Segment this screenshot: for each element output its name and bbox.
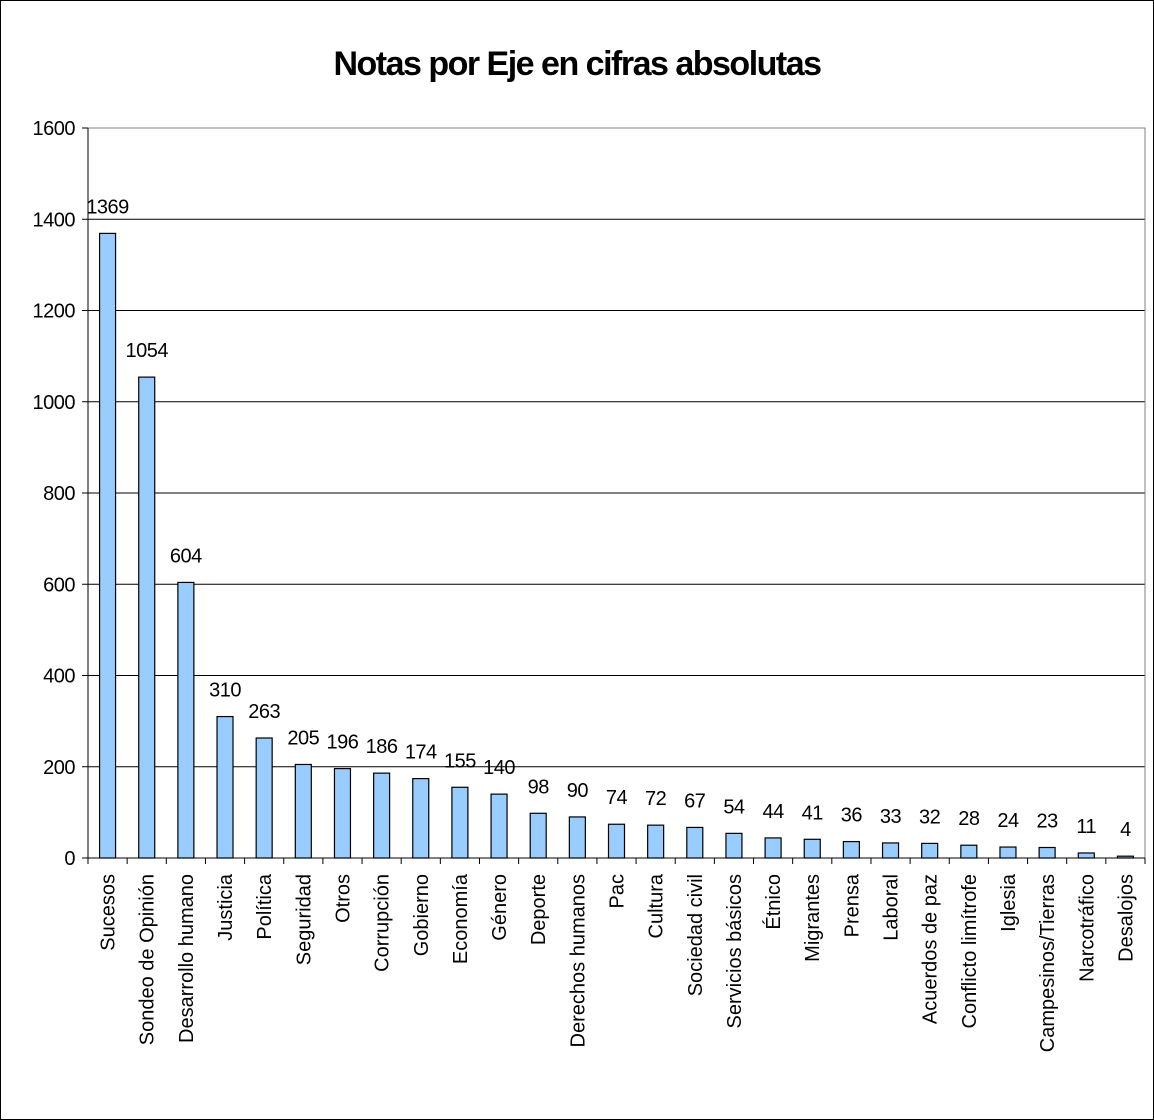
data-label: 310 bbox=[209, 680, 241, 702]
y-tick-label: 1200 bbox=[33, 301, 76, 323]
chart-title: Notas por Eje en cifras absolutas bbox=[333, 45, 822, 83]
x-tick-label: Migrantes bbox=[802, 874, 824, 962]
bar bbox=[881, 842, 900, 859]
y-tick-label: 600 bbox=[43, 574, 75, 596]
data-label: 23 bbox=[1037, 811, 1059, 833]
x-tick-label: Derechos humanos bbox=[567, 874, 589, 1047]
bar bbox=[647, 824, 665, 859]
data-label: 196 bbox=[327, 732, 359, 754]
data-label: 4 bbox=[1120, 819, 1131, 841]
bar bbox=[255, 737, 273, 859]
bar bbox=[451, 786, 469, 859]
x-tick-label: Iglesia bbox=[998, 873, 1020, 932]
data-label: 174 bbox=[405, 742, 437, 764]
x-tick-label: Otros bbox=[332, 874, 354, 923]
x-tick-label: Sondeo de Opinión bbox=[137, 874, 159, 1045]
data-label: 36 bbox=[841, 805, 863, 827]
y-tick-label: 1400 bbox=[33, 209, 76, 231]
data-label: 205 bbox=[287, 727, 319, 749]
x-tick-label: Justicia bbox=[215, 873, 237, 941]
data-label: 90 bbox=[567, 780, 589, 802]
x-tick-label: Narcotráfico bbox=[1076, 874, 1098, 982]
x-tick-label: Deporte bbox=[528, 874, 550, 945]
bar bbox=[529, 812, 547, 859]
data-label: 1054 bbox=[125, 340, 168, 362]
bar bbox=[1038, 846, 1056, 859]
bar bbox=[568, 816, 586, 859]
x-tick-label: Laboral bbox=[881, 874, 903, 941]
x-tick-label: Economía bbox=[450, 873, 472, 964]
data-label: 32 bbox=[919, 806, 941, 828]
data-label: 155 bbox=[444, 750, 476, 772]
bar bbox=[842, 840, 860, 859]
x-tick-label: Pac bbox=[607, 874, 629, 908]
x-tick-label: Género bbox=[489, 874, 511, 941]
data-label: 33 bbox=[880, 806, 902, 828]
y-tick-label: 1000 bbox=[33, 392, 76, 414]
bar bbox=[490, 793, 508, 859]
bar bbox=[177, 581, 195, 859]
bar bbox=[921, 842, 939, 859]
data-label: 54 bbox=[723, 796, 745, 818]
bar bbox=[686, 826, 704, 859]
data-label: 11 bbox=[1076, 816, 1096, 838]
data-labels: 1369 1054 604 310 263 205 196 186 174 155 140 98 90 7… bbox=[86, 196, 1131, 841]
axes bbox=[82, 127, 1146, 864]
y-tick-label: 400 bbox=[43, 666, 75, 688]
y-tick-label: 200 bbox=[43, 757, 75, 779]
bar bbox=[294, 763, 312, 859]
bars bbox=[98, 232, 1135, 859]
data-label: 263 bbox=[248, 701, 280, 723]
data-label: 186 bbox=[366, 736, 398, 758]
data-label: 72 bbox=[645, 788, 667, 810]
y-tick-labels: 0 200 400 600 800 1000 1200 1400 1600 bbox=[33, 118, 76, 870]
data-label: 28 bbox=[958, 808, 980, 830]
data-label: 140 bbox=[483, 757, 515, 779]
bar bbox=[216, 715, 234, 859]
data-label: 98 bbox=[528, 776, 550, 798]
x-tick-label: Política bbox=[254, 873, 276, 939]
bar bbox=[960, 844, 978, 859]
data-label: 44 bbox=[762, 801, 784, 823]
bar bbox=[412, 778, 430, 859]
x-tick-label: Prensa bbox=[841, 873, 863, 937]
x-tick-label: Desarrollo humano bbox=[176, 874, 198, 1043]
bar bbox=[764, 837, 782, 859]
bar bbox=[1116, 855, 1135, 859]
x-tick-label: Conflicto limítrofe bbox=[959, 874, 981, 1029]
x-tick-label: Cultura bbox=[646, 873, 668, 938]
data-label: 41 bbox=[802, 802, 824, 824]
data-label: 74 bbox=[606, 787, 628, 809]
data-label: 24 bbox=[997, 810, 1019, 832]
x-tick-label: Servicios básicos bbox=[724, 874, 746, 1029]
y-tick-label: 0 bbox=[64, 848, 75, 870]
bar bbox=[999, 846, 1017, 859]
bar bbox=[373, 772, 391, 859]
bar bbox=[138, 376, 156, 859]
bar bbox=[803, 838, 821, 859]
x-tick-label: Étnico bbox=[762, 874, 785, 930]
x-tick-labels: Sucesos Sondeo de Opinión Desarrollo human… bbox=[98, 873, 1138, 1052]
x-tick-label: Seguridad bbox=[293, 874, 315, 965]
y-tick-label: 1600 bbox=[33, 118, 76, 140]
bar bbox=[607, 823, 626, 859]
x-tick-label: Desalojos bbox=[1115, 874, 1137, 962]
bar bbox=[98, 232, 117, 859]
x-tick-label: Acuerdos de paz bbox=[920, 874, 942, 1024]
data-label: 604 bbox=[170, 545, 202, 567]
bar bbox=[725, 832, 743, 859]
bar bbox=[333, 767, 352, 859]
x-tick-label: Gobierno bbox=[411, 874, 433, 956]
y-tick-label: 800 bbox=[43, 483, 75, 505]
data-label: 1369 bbox=[86, 196, 129, 218]
data-label: 67 bbox=[684, 790, 706, 812]
x-tick-label: Campesinos/Tierras bbox=[1037, 874, 1059, 1052]
x-tick-label: Corrupción bbox=[372, 874, 394, 972]
bar bbox=[1077, 852, 1095, 859]
x-tick-label: Sociedad civil bbox=[685, 874, 707, 996]
gridlines bbox=[88, 127, 1145, 768]
x-tick-label: Sucesos bbox=[98, 874, 120, 951]
